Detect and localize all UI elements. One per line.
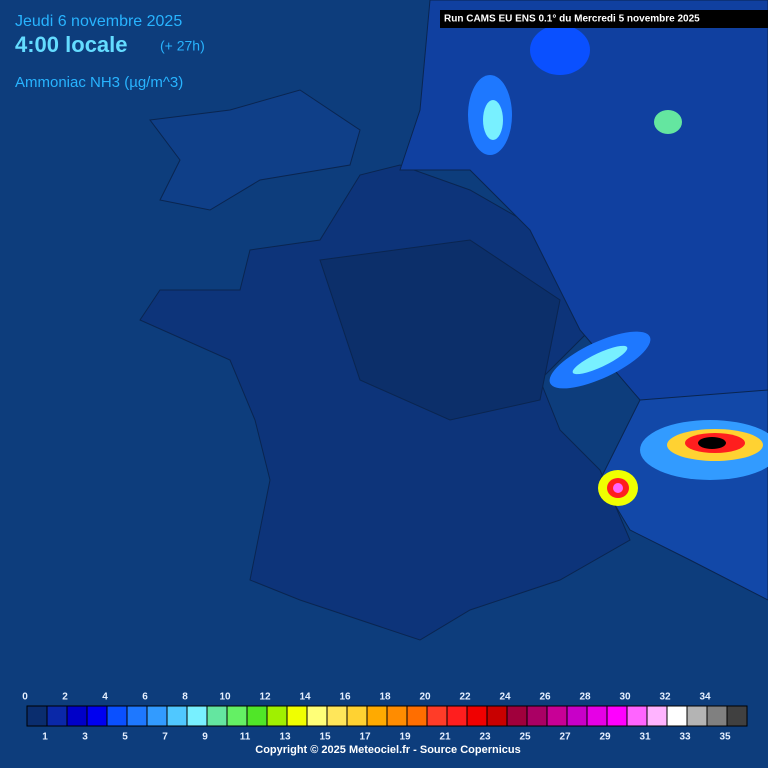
legend-label: 12	[259, 692, 271, 703]
legend-label: 31	[639, 732, 651, 743]
legend-swatch	[106, 705, 128, 727]
legend-label: 17	[359, 732, 371, 743]
legend-swatch	[706, 705, 728, 727]
legend-label: 4	[102, 692, 108, 703]
legend-swatch	[686, 705, 708, 727]
legend-swatch	[246, 705, 268, 727]
field: Ammoniac NH3 (µg/m^3)	[15, 74, 183, 91]
legend-swatch	[546, 705, 568, 727]
legend-label: 26	[539, 692, 551, 703]
legend-swatch	[266, 705, 288, 727]
legend-swatch	[486, 705, 508, 727]
legend-swatch	[446, 705, 468, 727]
legend-label: 14	[299, 692, 311, 703]
legend: 0123456789101112131415161718192021222324…	[22, 692, 748, 743]
legend-swatch	[346, 705, 368, 727]
legend-label: 25	[519, 732, 531, 743]
legend-swatch	[466, 705, 488, 727]
legend-label: 18	[379, 692, 391, 703]
lead: (+ 27h)	[160, 38, 205, 54]
time: 4:00 locale	[15, 32, 128, 57]
legend-swatch	[386, 705, 408, 727]
legend-swatch	[26, 705, 48, 727]
legend-swatch	[226, 705, 248, 727]
legend-label: 30	[619, 692, 631, 703]
legend-label: 29	[599, 732, 611, 743]
legend-swatch	[566, 705, 588, 727]
legend-swatch	[326, 705, 348, 727]
legend-swatch	[146, 705, 168, 727]
legend-swatch	[166, 705, 188, 727]
legend-swatch	[206, 705, 228, 727]
legend-label: 0	[22, 692, 28, 703]
legend-label: 21	[439, 732, 451, 743]
legend-swatch	[66, 705, 88, 727]
legend-label: 6	[142, 692, 148, 703]
legend-swatch	[46, 705, 68, 727]
legend-label: 34	[699, 692, 711, 703]
legend-swatch	[306, 705, 328, 727]
legend-swatch	[726, 705, 748, 727]
footer: Copyright © 2025 Meteociel.fr - Source C…	[255, 744, 520, 756]
legend-label: 3	[82, 732, 88, 743]
legend-label: 1	[42, 732, 48, 743]
legend-label: 16	[339, 692, 351, 703]
legend-label: 19	[399, 732, 411, 743]
legend-label: 28	[579, 692, 591, 703]
legend-swatch	[426, 705, 448, 727]
date: Jeudi 6 novembre 2025	[15, 13, 182, 30]
legend-label: 24	[499, 692, 511, 703]
legend-label: 2	[62, 692, 68, 703]
legend-label: 13	[279, 732, 291, 743]
legend-label: 15	[319, 732, 331, 743]
legend-label: 20	[419, 692, 431, 703]
legend-label: 27	[559, 732, 571, 743]
legend-label: 32	[659, 692, 671, 703]
legend-swatch	[126, 705, 148, 727]
legend-label: 23	[479, 732, 491, 743]
legend-swatch	[586, 705, 608, 727]
legend-swatch	[666, 705, 688, 727]
legend-label: 8	[182, 692, 188, 703]
legend-swatch	[506, 705, 528, 727]
legend-swatch	[186, 705, 208, 727]
run-box	[440, 10, 768, 28]
legend-label: 11	[240, 732, 251, 743]
legend-label: 7	[162, 732, 168, 743]
legend-swatch	[606, 705, 628, 727]
legend-swatch	[86, 705, 108, 727]
legend-label: 35	[719, 732, 731, 743]
legend-swatch	[646, 705, 668, 727]
legend-swatch	[406, 705, 428, 727]
legend-label: 5	[122, 732, 128, 743]
run: Run CAMS EU ENS 0.1° du Mercredi 5 novem…	[444, 14, 700, 25]
legend-swatch	[366, 705, 388, 727]
legend-label: 10	[219, 692, 231, 703]
legend-swatch	[526, 705, 548, 727]
plumes	[468, 25, 768, 506]
legend-label: 9	[202, 732, 208, 743]
legend-swatch	[286, 705, 308, 727]
legend-label: 33	[679, 732, 691, 743]
legend-swatch	[626, 705, 648, 727]
legend-label: 22	[459, 692, 471, 703]
